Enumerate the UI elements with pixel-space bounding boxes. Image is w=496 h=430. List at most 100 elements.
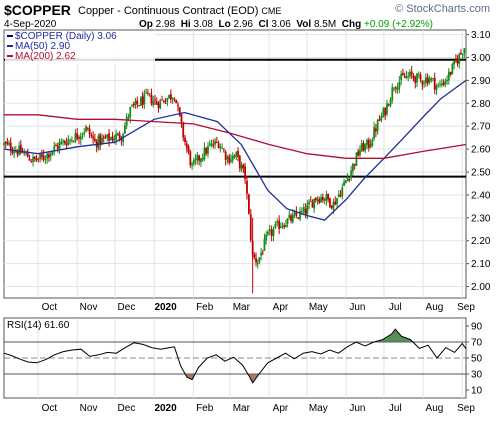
price-candle-body — [320, 197, 322, 203]
price-panel: 3.10 3.00 2.90 2.80 2.70 2.60 2.50 2.40 2.30 2.20… — [3, 29, 491, 313]
price-panel-frame — [3, 29, 467, 299]
price-candle-body — [412, 75, 415, 78]
price-candle-body — [235, 152, 238, 157]
price-candle-body — [313, 198, 316, 209]
price-legend-background — [5, 31, 155, 64]
price-candle-body — [65, 143, 68, 146]
price-candle-body — [455, 59, 457, 61]
price-candle-body — [444, 81, 447, 85]
price-candle-body — [325, 194, 328, 201]
price-candle-body — [446, 80, 448, 82]
price-candle-body — [318, 199, 321, 203]
rsi-x-tick-label: Mar — [233, 403, 251, 414]
price-candle-body — [323, 199, 326, 201]
rsi-axis-tick-label: 30 — [471, 370, 483, 381]
price-candle-body — [184, 137, 186, 142]
price-axis-tick-label: 2.50 — [471, 168, 491, 179]
ohlc-readout: Op 2.98 Hi 3.08 Lo 2.96 Cl 3.06 Vol 8.5M… — [139, 19, 433, 30]
price-candle-body — [371, 140, 374, 146]
price-candle-body — [288, 215, 291, 218]
price-candle-body — [343, 181, 345, 186]
price-x-tick-label: Apr — [273, 302, 289, 313]
price-candle-body — [237, 150, 239, 157]
price-candle-body — [276, 221, 279, 224]
price-candle-body — [92, 136, 95, 139]
price-candle-body — [11, 151, 14, 153]
price-candle-body — [255, 258, 257, 263]
price-candle-body — [226, 157, 229, 159]
price-candle-body — [233, 155, 236, 158]
price-candle-body — [182, 123, 185, 138]
price-x-tick-label: Sep — [457, 302, 475, 313]
legend-entry: $COPPER (Daily) 3.06 — [15, 31, 117, 42]
price-candle-body — [247, 194, 250, 214]
price-candle-body — [51, 151, 54, 154]
price-candle-body — [382, 108, 385, 117]
price-candle-body — [78, 137, 80, 139]
price-candle-body — [362, 143, 365, 152]
rsi-line — [3, 328, 467, 384]
price-axis-tick-label: 2.30 — [471, 213, 491, 224]
price-candle-body — [208, 144, 211, 146]
price-candle-body — [115, 134, 117, 141]
price-candle-body — [168, 94, 171, 99]
price-candle-body — [339, 194, 342, 197]
watermark: © StockCharts.com — [395, 3, 490, 15]
open-value: 2.98 — [155, 19, 176, 30]
price-candle-body — [134, 100, 137, 105]
price-candle-body — [177, 104, 179, 107]
price-candle-body — [416, 73, 418, 83]
price-candle-body — [398, 81, 401, 89]
change-value: +0.09 (+2.92%) — [364, 19, 433, 30]
price-axis-tick-label: 2.70 — [471, 122, 491, 133]
price-candle-body — [162, 100, 165, 103]
price-candle-body — [386, 103, 388, 115]
price-candle-body — [109, 137, 112, 140]
price-axis-tick-label: 2.10 — [471, 259, 491, 270]
price-candle-body — [180, 114, 183, 123]
price-candle-body — [373, 127, 376, 140]
price-candle-body — [139, 97, 142, 106]
price-candle-body — [463, 48, 466, 54]
price-candle-body — [97, 135, 100, 149]
price-candle-body — [85, 126, 87, 132]
price-candle-body — [290, 215, 292, 222]
price-candle-body — [329, 198, 331, 207]
price-candle-body — [106, 134, 109, 138]
price-candle-body — [189, 151, 192, 166]
price-candle-body — [447, 71, 450, 81]
price-candle-body — [210, 143, 213, 146]
price-candle-body — [266, 231, 269, 235]
price-candle-body — [30, 161, 33, 163]
price-candle-body — [42, 155, 45, 160]
price-candle-body — [460, 53, 462, 54]
price-candle-body — [214, 140, 216, 145]
price-candle-body — [76, 133, 79, 139]
price-candle-body — [79, 135, 82, 140]
price-candle-body — [63, 141, 66, 144]
high-value: 3.08 — [193, 19, 213, 30]
price-x-tick-label: Feb — [196, 302, 214, 313]
rsi-x-tick-label: Sep — [457, 403, 475, 414]
price-candle-body — [409, 71, 411, 77]
price-candle-body — [102, 136, 105, 139]
price-candle-body — [90, 134, 93, 136]
price-candle-body — [286, 218, 289, 224]
price-candle-body — [113, 139, 116, 141]
price-candle-body — [169, 94, 172, 100]
price-candle-body — [46, 153, 49, 159]
ma50-line — [3, 79, 467, 221]
volume-value: 8.5M — [313, 19, 337, 30]
price-candle-body — [293, 212, 296, 214]
price-candle-body — [401, 73, 404, 76]
price-candle-body — [16, 151, 19, 155]
price-candle-body — [451, 63, 454, 75]
price-candle-body — [93, 138, 96, 141]
price-candle-body — [201, 157, 204, 161]
price-candle-body — [187, 146, 190, 152]
price-candle-body — [419, 74, 422, 80]
price-candle-body — [3, 142, 5, 146]
price-candle-body — [246, 180, 248, 194]
price-candle-body — [196, 155, 199, 161]
price-candle-body — [127, 117, 130, 119]
